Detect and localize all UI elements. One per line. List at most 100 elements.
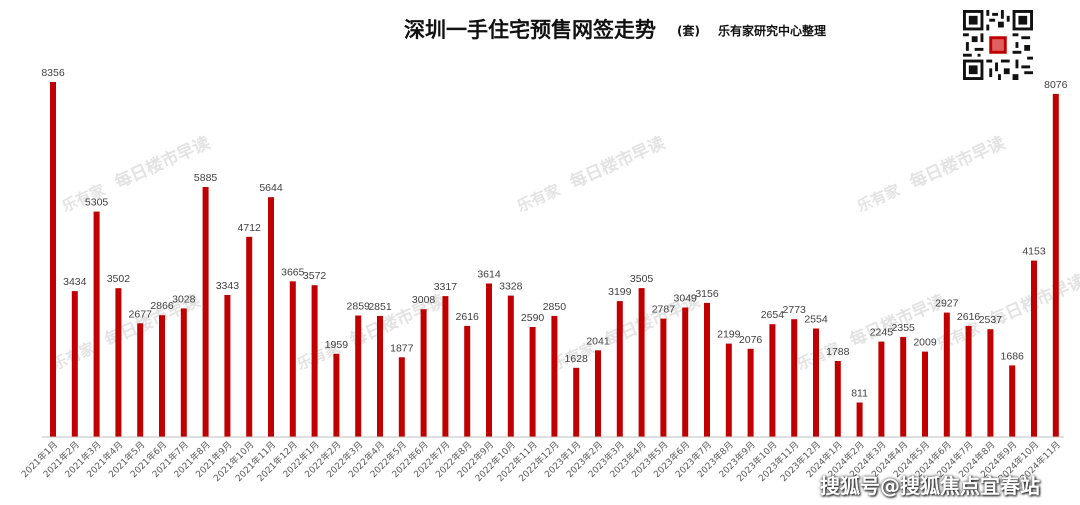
data-label: 5644 (259, 182, 283, 194)
chart-unit: (套) (677, 24, 700, 38)
data-label: 2616 (456, 311, 480, 323)
watermark-logo: 乐有家 (514, 181, 562, 216)
bar (725, 343, 732, 437)
data-label: 2773 (783, 304, 807, 316)
bar (246, 236, 253, 437)
bar (987, 329, 994, 437)
bar (71, 291, 78, 437)
source-credit: 乐有家研究中心整理 (718, 24, 827, 38)
data-label: 2866 (150, 300, 174, 312)
bar (943, 312, 950, 437)
bar (1009, 365, 1016, 437)
watermark-logo: 乐有家 (934, 319, 982, 354)
data-label: 2850 (543, 301, 567, 313)
data-label: 3614 (477, 269, 501, 281)
data-label: 2859 (347, 301, 371, 313)
data-label: 5885 (194, 172, 218, 184)
data-label: 3317 (434, 281, 458, 293)
bar (769, 324, 776, 437)
bar (268, 197, 274, 437)
data-label: 3049 (674, 293, 698, 305)
data-label: 3502 (107, 273, 131, 285)
bar (355, 315, 362, 437)
bar (159, 315, 165, 437)
bar (595, 350, 601, 437)
watermark-logo: 乐有家 (854, 181, 902, 216)
bar (747, 348, 754, 437)
data-label: 2927 (935, 298, 959, 310)
data-label: 3328 (499, 281, 523, 293)
bar (704, 302, 710, 437)
bar (507, 295, 514, 437)
bar (420, 309, 427, 437)
data-label: 2245 (870, 327, 894, 339)
watermark-text: 每日楼市早读 (906, 132, 1008, 193)
bar (464, 325, 471, 437)
bar (93, 211, 100, 437)
bar (398, 357, 405, 437)
data-label: 3028 (172, 293, 196, 305)
watermark-text: 每日楼市早读 (566, 132, 668, 193)
data-label: 3505 (630, 273, 654, 285)
data-label: 2616 (957, 311, 981, 323)
data-label: 2554 (804, 314, 828, 326)
data-label: 4153 (1022, 246, 1046, 258)
data-label: 3434 (63, 276, 87, 288)
data-label: 3199 (608, 286, 632, 298)
data-label: 1877 (390, 342, 414, 354)
bar (311, 285, 318, 437)
bar (922, 351, 928, 437)
qr-code-icon (963, 10, 1033, 80)
bar (224, 295, 231, 437)
bar (682, 307, 689, 437)
data-label: 2590 (521, 312, 545, 324)
data-label: 811 (851, 388, 868, 400)
chart-title: 深圳一手住宅预售网签走势 (404, 18, 656, 42)
data-label: 3008 (412, 294, 436, 306)
bar (965, 325, 972, 437)
bar (900, 336, 907, 437)
bar (115, 288, 122, 437)
data-label: 2851 (368, 301, 392, 313)
data-label: 8076 (1044, 79, 1068, 91)
data-label: 1628 (565, 353, 589, 365)
data-label: 2076 (739, 334, 763, 346)
data-label: 1686 (1001, 350, 1025, 362)
bar (834, 361, 841, 437)
data-label: 2677 (129, 308, 153, 320)
bar (486, 283, 492, 437)
bar (878, 341, 885, 437)
data-label: 4712 (238, 222, 262, 234)
data-label: 2199 (717, 329, 741, 341)
bar (791, 319, 798, 437)
data-label: 1788 (826, 346, 850, 358)
bar (638, 288, 645, 437)
data-label: 3156 (695, 288, 719, 300)
data-label: 3665 (281, 266, 305, 278)
footer-watermark: 搜狐号@搜狐焦点宜春站 (820, 474, 1040, 498)
data-label: 2787 (652, 304, 676, 316)
bar (180, 308, 187, 437)
bar (1031, 260, 1037, 437)
bar (333, 353, 340, 437)
bar (660, 318, 667, 437)
data-label: 2537 (979, 314, 1003, 326)
bar (442, 296, 449, 437)
data-label: 2654 (761, 309, 785, 321)
data-label: 3572 (303, 270, 327, 282)
bar (856, 402, 863, 437)
bar (529, 327, 536, 437)
data-label: 5305 (85, 197, 109, 209)
bar (377, 315, 383, 437)
bar (616, 301, 623, 437)
bar (137, 323, 144, 437)
bar (289, 281, 296, 437)
bar (202, 187, 209, 437)
bar (50, 82, 56, 437)
bar (573, 367, 580, 437)
data-label: 1959 (325, 339, 349, 351)
